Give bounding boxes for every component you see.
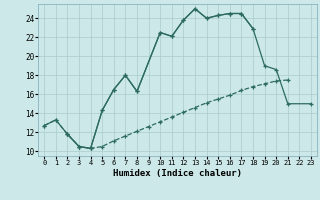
X-axis label: Humidex (Indice chaleur): Humidex (Indice chaleur): [113, 169, 242, 178]
